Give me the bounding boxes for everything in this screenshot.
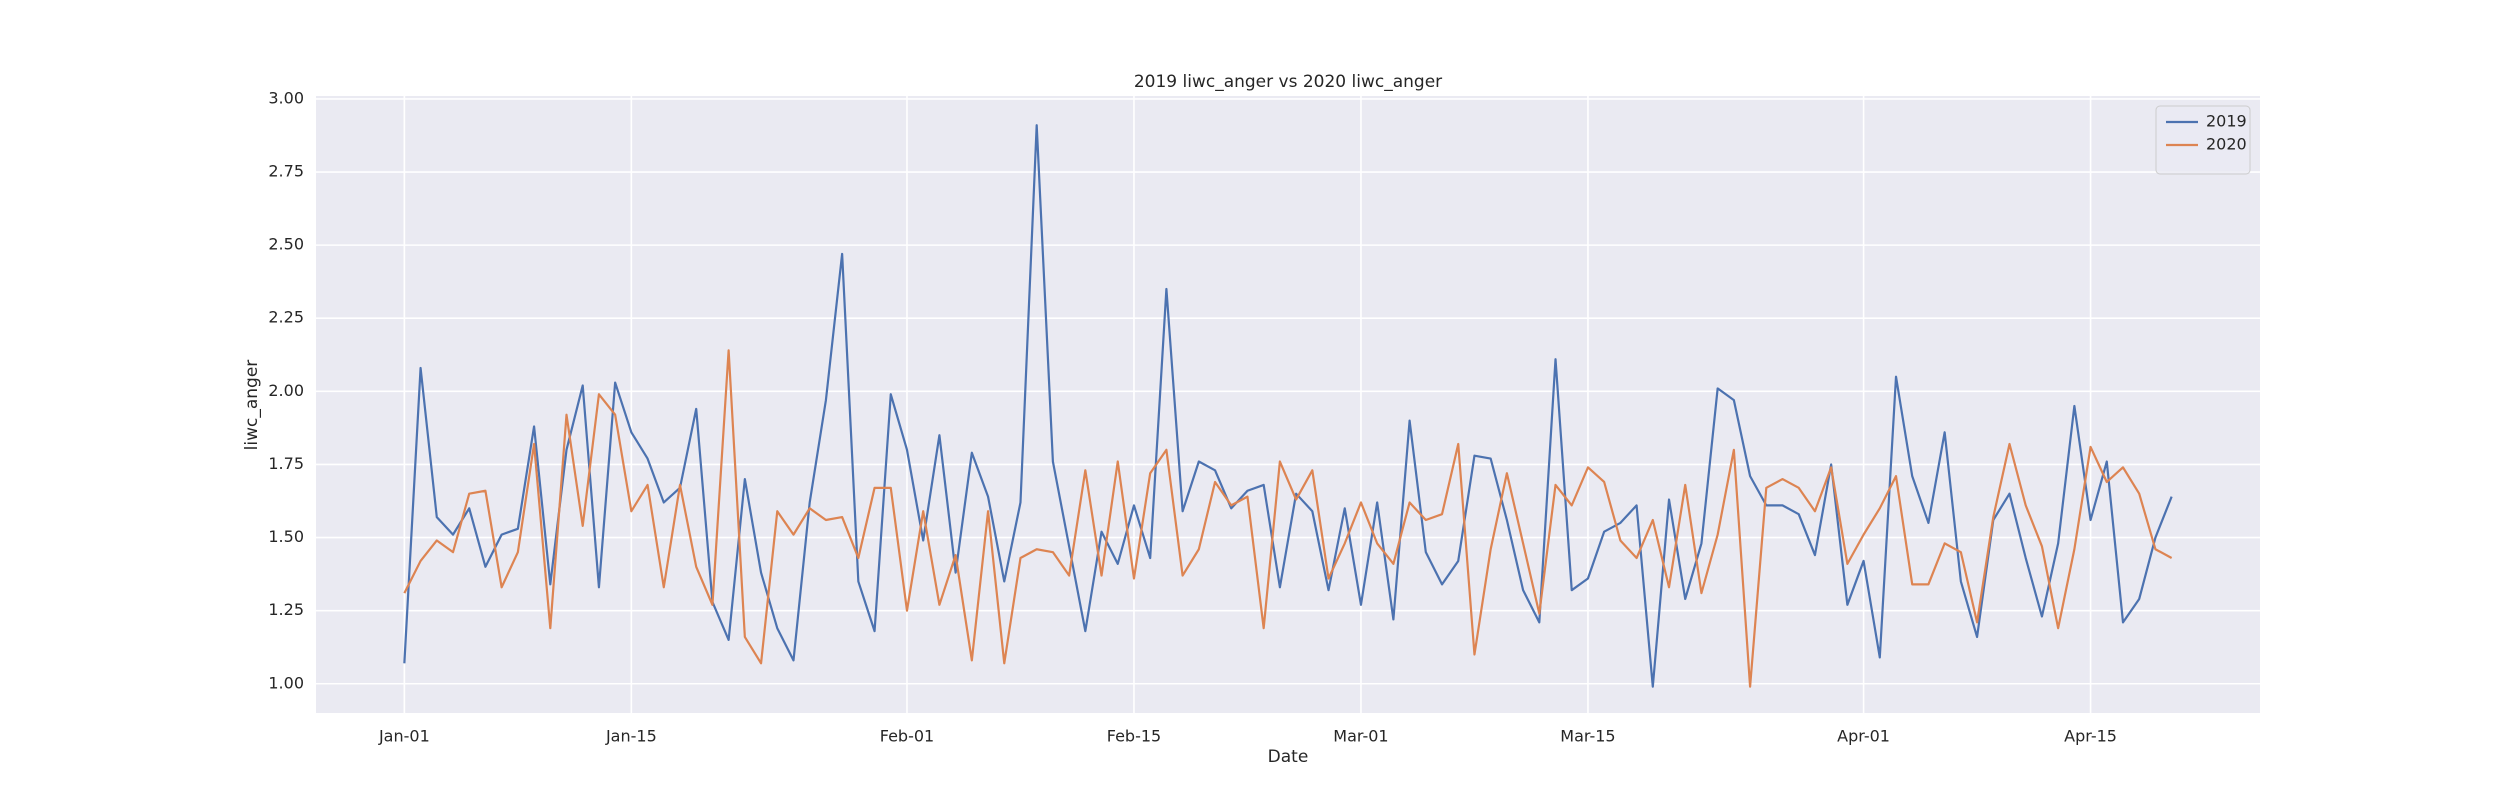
legend-label: 2019 (2206, 112, 2247, 131)
y-tick-label: 1.50 (268, 527, 304, 546)
x-tick-label: Mar-01 (1333, 727, 1388, 746)
legend: 2019 2020 (2155, 105, 2251, 175)
x-axis-label: Date (1268, 747, 1309, 767)
legend-label: 2020 (2206, 135, 2247, 154)
y-axis-label: liwc_anger (242, 360, 262, 451)
chart-title: 2019 liwc_anger vs 2020 liwc_anger (1134, 72, 1442, 92)
x-tick-label: Jan-01 (378, 727, 430, 746)
y-tick-label: 1.25 (268, 600, 304, 619)
labels: 1.00 1.25 1.50 1.75 2.00 2.25 2.50 2.75 3.00 Jan-… (268, 88, 2117, 745)
y-tick-label: 2.75 (268, 162, 304, 181)
x-tick-label: Mar-15 (1560, 727, 1615, 746)
x-tick-label: Apr-15 (2064, 727, 2117, 746)
y-tick-label: 2.50 (268, 235, 304, 254)
line-series (403, 349, 2173, 688)
line-series (403, 124, 2173, 688)
y-tick-label: 2.00 (268, 381, 304, 400)
y-tick-label: 1.00 (268, 673, 304, 692)
x-tick-label: Feb-01 (880, 727, 934, 746)
y-tick-label: 2.25 (268, 308, 304, 327)
y-tick-label: 1.75 (268, 454, 304, 473)
x-tick-label: Jan-15 (605, 727, 657, 746)
lines (403, 124, 2173, 688)
x-tick-label: Apr-01 (1837, 727, 1890, 746)
y-tick-label: 3.00 (268, 88, 304, 107)
x-tick-label: Feb-15 (1107, 727, 1161, 746)
